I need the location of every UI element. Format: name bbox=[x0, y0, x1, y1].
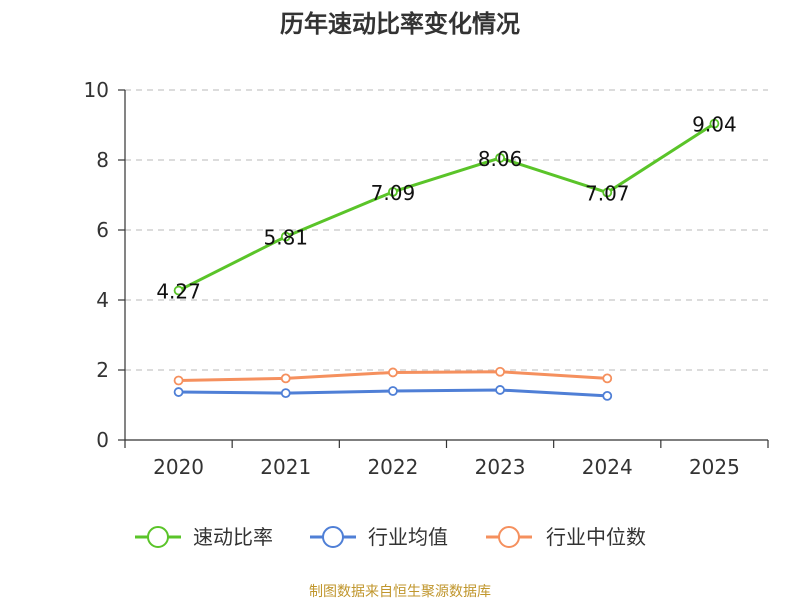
legend-label: 速动比率 bbox=[193, 525, 273, 549]
legend-item[interactable]: 行业均值 bbox=[310, 525, 448, 549]
data-label: 9.04 bbox=[692, 113, 737, 137]
x-axis-ticks: 2020 2021 2022 2023 2024 2025 bbox=[124, 440, 769, 479]
data-label: 7.07 bbox=[585, 182, 630, 206]
y-tick-label: 10 bbox=[84, 78, 109, 102]
chart-title: 历年速动比率变化情况 bbox=[280, 10, 520, 38]
data-point bbox=[280, 231, 291, 242]
legend-swatch-marker bbox=[147, 526, 169, 548]
gridlines bbox=[125, 89, 768, 371]
x-tick-label: 2022 bbox=[367, 455, 418, 479]
data-point bbox=[173, 375, 184, 386]
source-note: 制图数据来自恒生聚源数据库 bbox=[309, 584, 491, 600]
data-point bbox=[495, 366, 505, 377]
data-point bbox=[280, 373, 291, 384]
y-axis-ticks: 0 2 4 6 8 10 bbox=[84, 78, 125, 452]
legend-label: 行业均值 bbox=[368, 525, 448, 549]
data-point bbox=[388, 386, 398, 396]
x-tick-label: 2025 bbox=[689, 455, 740, 479]
data-label: 8.06 bbox=[478, 147, 523, 171]
x-tick-label: 2020 bbox=[153, 455, 204, 479]
y-tick-label: 8 bbox=[96, 148, 109, 172]
data-point bbox=[602, 373, 613, 384]
x-tick-label: 2021 bbox=[260, 455, 311, 479]
data-point bbox=[173, 285, 184, 296]
series-line bbox=[177, 122, 716, 292]
x-tick-label: 2023 bbox=[475, 455, 526, 479]
data-labels: 4.27 5.81 7.09 8.06 7.07 9.04 bbox=[156, 113, 736, 304]
legend-item[interactable]: 行业中位数 bbox=[486, 525, 646, 549]
legend-swatch-marker bbox=[322, 526, 344, 548]
y-tick-label: 6 bbox=[96, 218, 109, 242]
y-tick-label: 0 bbox=[96, 428, 109, 452]
y-tick-label: 2 bbox=[96, 358, 109, 382]
data-label: 7.09 bbox=[371, 181, 416, 205]
data-point bbox=[495, 152, 505, 163]
x-tick-label: 2024 bbox=[582, 455, 633, 479]
data-point bbox=[495, 385, 505, 395]
data-point bbox=[388, 186, 398, 197]
legend-label: 行业中位数 bbox=[546, 525, 646, 549]
data-point bbox=[280, 388, 291, 399]
legend-item[interactable]: 速动比率 bbox=[135, 525, 273, 549]
legend: 速动比率 行业均值 行业中位数 bbox=[135, 525, 646, 549]
data-point bbox=[602, 390, 613, 401]
data-point bbox=[602, 187, 613, 198]
data-point bbox=[709, 118, 720, 129]
y-tick-label: 4 bbox=[96, 288, 109, 312]
data-point bbox=[388, 367, 398, 378]
legend-swatch-marker bbox=[498, 526, 520, 548]
series-group bbox=[173, 118, 720, 401]
data-label: 5.81 bbox=[263, 226, 308, 250]
data-label: 4.27 bbox=[156, 280, 201, 304]
axes bbox=[124, 90, 768, 441]
data-point bbox=[173, 387, 184, 397]
